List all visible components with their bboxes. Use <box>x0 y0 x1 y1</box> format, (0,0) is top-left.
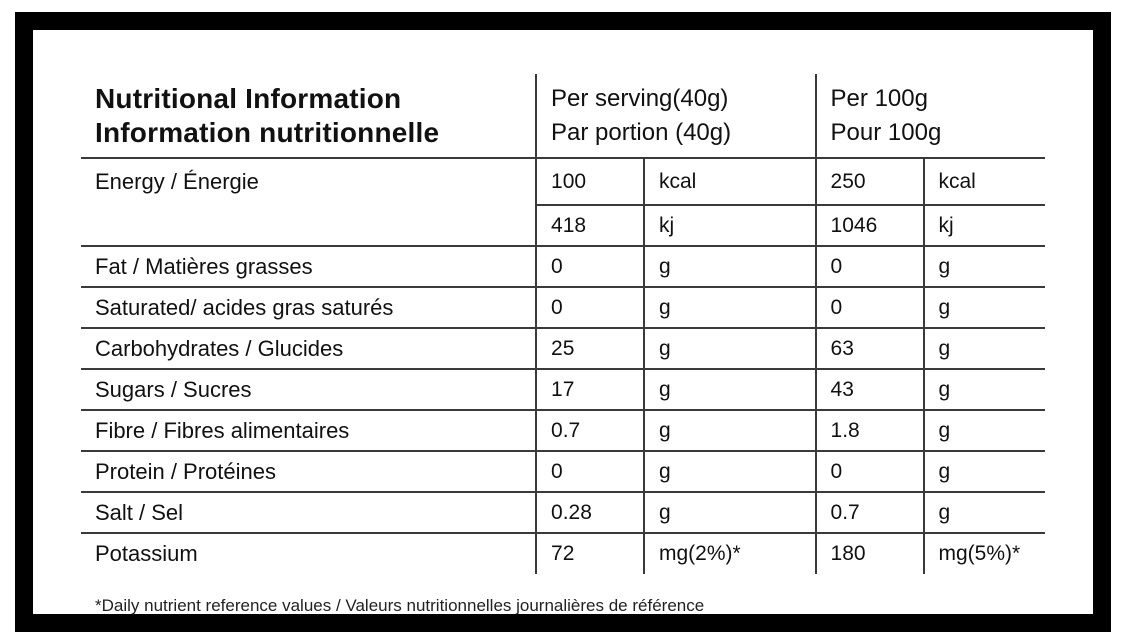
table-row-carbohydrates: Carbohydrates / Glucides 25 g 63 g <box>81 328 1045 370</box>
fat-per100g-value: 0 <box>815 246 925 288</box>
salt-per100g-unit: g <box>923 492 1045 534</box>
protein-serving-value: 0 <box>536 451 645 493</box>
energy-per100g-unit-kj: kj <box>923 205 1045 247</box>
column-header-per-serving-en: Per serving(40g) <box>551 84 729 112</box>
salt-serving-unit: g <box>643 492 817 534</box>
row-label-saturated: Saturated/ acides gras saturés <box>81 287 538 329</box>
table-title: Nutritional Information Information nutr… <box>81 74 538 159</box>
potassium-per100g-value: 180 <box>815 533 925 574</box>
table-title-fr: Information nutritionnelle <box>95 116 440 148</box>
row-label-fat: Fat / Matières grasses <box>81 246 538 288</box>
energy-per100g-value-kcal: 250 <box>815 158 925 206</box>
column-header-per-100g: Per 100g Pour 100g <box>815 74 1045 159</box>
row-label-sugars: Sugars / Sucres <box>81 369 538 411</box>
column-header-per-100g-en: Per 100g <box>830 84 928 112</box>
fat-serving-value: 0 <box>536 246 645 288</box>
sugars-per100g-value: 43 <box>815 369 925 411</box>
fibre-per100g-unit: g <box>923 410 1045 452</box>
row-label-potassium: Potassium <box>81 533 538 574</box>
saturated-serving-unit: g <box>643 287 817 329</box>
row-label-fibre: Fibre / Fibres alimentaires <box>81 410 538 452</box>
salt-per100g-value: 0.7 <box>815 492 925 534</box>
row-label-carbohydrates: Carbohydrates / Glucides <box>81 328 538 370</box>
fat-serving-unit: g <box>643 246 817 288</box>
carbohydrates-per100g-unit: g <box>923 328 1045 370</box>
fibre-per100g-value: 1.8 <box>815 410 925 452</box>
fibre-serving-value: 0.7 <box>536 410 645 452</box>
table-row-salt: Salt / Sel 0.28 g 0.7 g <box>81 492 1045 534</box>
table-row-fibre: Fibre / Fibres alimentaires 0.7 g 1.8 g <box>81 410 1045 452</box>
column-header-per-serving: Per serving(40g) Par portion (40g) <box>536 74 817 159</box>
carbohydrates-per100g-value: 63 <box>815 328 925 370</box>
label-panel: Nutritional Information Information nutr… <box>66 60 1060 615</box>
table-row-potassium: Potassium 72 mg(2%)* 180 mg(5%)* <box>81 533 1045 574</box>
saturated-serving-value: 0 <box>536 287 645 329</box>
carbohydrates-serving-unit: g <box>643 328 817 370</box>
fibre-serving-unit: g <box>643 410 817 452</box>
table-row-energy-kj: 418 kj 1046 kj <box>81 205 1045 247</box>
column-header-per-100g-fr: Pour 100g <box>830 118 942 146</box>
row-label-energy: Energy / Énergie <box>81 158 538 247</box>
saturated-per100g-value: 0 <box>815 287 925 329</box>
saturated-per100g-unit: g <box>923 287 1045 329</box>
energy-serving-unit-kcal: kcal <box>643 158 817 206</box>
header-row: Nutritional Information Information nutr… <box>81 74 1045 159</box>
sugars-per100g-unit: g <box>923 369 1045 411</box>
fat-per100g-unit: g <box>923 246 1045 288</box>
nutrition-table: Nutritional Information Information nutr… <box>81 74 1045 574</box>
potassium-per100g-unit: mg(5%)* <box>938 542 1021 565</box>
column-header-per-serving-fr: Par portion (40g) <box>551 118 732 146</box>
table-title-en: Nutritional Information <box>95 82 402 114</box>
daily-reference-footnote: *Daily nutrient reference values / Valeu… <box>95 596 705 615</box>
row-label-protein: Protein / Protéines <box>81 451 538 493</box>
salt-serving-value: 0.28 <box>536 492 645 534</box>
carbohydrates-serving-value: 25 <box>536 328 645 370</box>
row-label-salt: Salt / Sel <box>81 492 538 534</box>
protein-per100g-unit: g <box>923 451 1045 493</box>
energy-serving-value-kj: 418 <box>536 205 645 247</box>
potassium-serving-value: 72 <box>536 533 645 574</box>
energy-per100g-unit-kcal: kcal <box>923 158 1045 206</box>
protein-per100g-value: 0 <box>815 451 925 493</box>
energy-per100g-value-kj: 1046 <box>815 205 925 247</box>
energy-serving-unit-kj: kj <box>643 205 817 247</box>
table-row-fat: Fat / Matières grasses 0 g 0 g <box>81 246 1045 288</box>
sugars-serving-unit: g <box>643 369 817 411</box>
table-row-energy-kcal: Energy / Énergie 100 kcal 250 kcal <box>81 158 1045 247</box>
table-row-saturated: Saturated/ acides gras saturés 0 g 0 g <box>81 287 1045 329</box>
protein-serving-unit: g <box>643 451 817 493</box>
energy-serving-value-kcal: 100 <box>536 158 645 206</box>
potassium-serving-unit: mg(2%)* <box>643 533 817 574</box>
table-row-sugars: Sugars / Sucres 17 g 43 g <box>81 369 1045 411</box>
label-black-frame: Nutritional Information Information nutr… <box>15 12 1111 632</box>
sugars-serving-value: 17 <box>536 369 645 411</box>
table-row-protein: Protein / Protéines 0 g 0 g <box>81 451 1045 493</box>
